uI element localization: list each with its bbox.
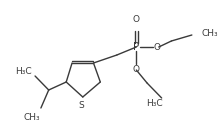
Text: CH₃: CH₃: [202, 29, 218, 38]
Text: S: S: [78, 101, 84, 111]
Text: H₃C: H₃C: [15, 68, 32, 77]
Text: H₃C: H₃C: [147, 98, 163, 107]
Text: CH₃: CH₃: [24, 113, 40, 122]
Text: O: O: [133, 66, 140, 75]
Text: P: P: [133, 42, 139, 52]
Text: O: O: [153, 42, 160, 51]
Text: O: O: [133, 16, 140, 25]
